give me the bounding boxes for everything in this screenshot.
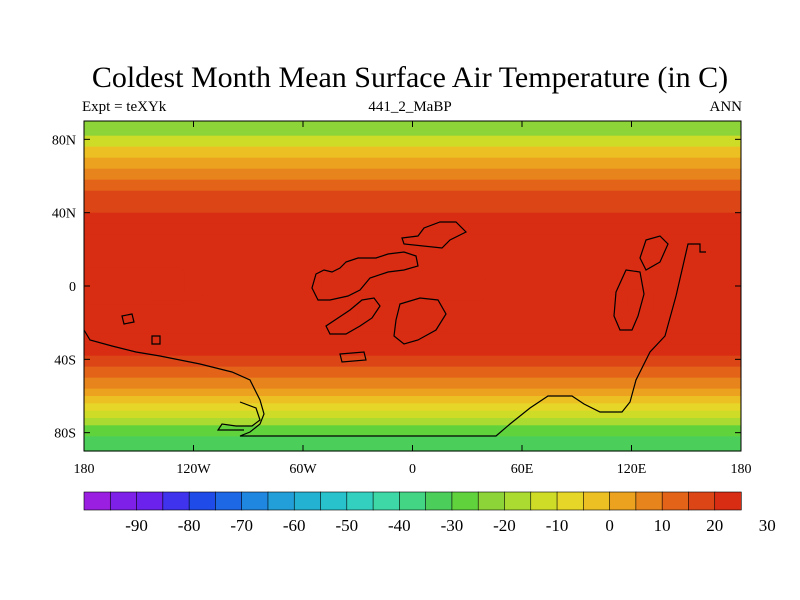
colorbar-label: 20: [706, 516, 723, 535]
temperature-band-13: [84, 333, 741, 346]
axis-ticks: 180 120W 60W 0 60E 120E 180 80N 40N 0 40S 80S: [52, 121, 752, 477]
colorbar-swatch-3: [162, 491, 190, 511]
period-label: 441_2_MaBP: [368, 99, 452, 115]
experiment-label: Expt = teXYk: [82, 99, 167, 115]
colorbar-label: -40: [388, 516, 411, 535]
colorbar-swatch-2: [136, 491, 164, 511]
temperature-band-10: [84, 234, 741, 254]
temperature-band-6: [84, 190, 741, 203]
temperature-band-0: [84, 121, 741, 137]
temperature-band-4: [84, 168, 741, 181]
temperature-band-7: [84, 201, 741, 214]
colorbar-label: -30: [441, 516, 464, 535]
x-tick-label: 60W: [289, 462, 317, 477]
warm-region-6: [627, 289, 654, 314]
coastline-island-i: [151, 335, 161, 345]
colorbar-swatch-8: [293, 491, 322, 511]
temperature-band-18: [84, 388, 741, 397]
colorbar-label: -10: [546, 516, 569, 535]
season-label: ANN: [709, 99, 743, 115]
x-tick-label: 120E: [617, 462, 647, 477]
temperature-band-24: [84, 436, 741, 452]
colorbar-label: 30: [759, 516, 776, 535]
x-tick-label: 180: [731, 462, 752, 477]
coastline-continent-c: [325, 297, 381, 335]
colorbar-label: -90: [125, 516, 148, 535]
colorbar-label: -20: [493, 516, 516, 535]
colorbar-swatch-1: [109, 491, 138, 511]
colorbar-swatch-20: [609, 491, 637, 511]
temperature-band-21: [84, 410, 741, 419]
temperature-band-8: [84, 212, 741, 225]
colorbar-swatch-14: [451, 491, 479, 511]
x-tick-label: 180: [74, 462, 95, 477]
temperature-band-3: [84, 157, 741, 170]
colorbar-swatch-23: [688, 491, 716, 511]
temperature-band-15: [84, 355, 741, 368]
colorbar-swatch-12: [399, 491, 427, 511]
y-tick-label: 0: [69, 280, 76, 295]
colorbar-swatch-10: [346, 491, 374, 511]
temperature-band-20: [84, 403, 741, 412]
temperature-band-14: [84, 344, 741, 357]
temperature-band-19: [84, 396, 741, 404]
y-tick-label: 80N: [52, 133, 76, 148]
colorbar: -90-80-70-60-50-40-30-20-1001020304050: [83, 491, 776, 535]
x-tick-label: 120W: [176, 462, 211, 477]
colorbar-swatch-13: [425, 491, 453, 511]
temperature-band-1: [84, 135, 741, 148]
y-tick-label: 80S: [54, 427, 76, 442]
coastline-island-e: [339, 351, 367, 363]
x-tick-label: 60E: [511, 462, 534, 477]
colorbar-swatch-7: [267, 491, 295, 511]
temperature-band-9: [84, 223, 741, 236]
temperature-band-5: [84, 179, 741, 192]
temperature-band-23: [84, 425, 741, 437]
colorbar-swatch-24: [714, 491, 742, 511]
y-tick-label: 40S: [54, 353, 76, 368]
coastline-island-h: [121, 313, 135, 325]
colorbar-label: -60: [283, 516, 306, 535]
colorbar-swatch-11: [372, 491, 400, 511]
coastline-continent-f: [613, 269, 645, 331]
temperature-band-16: [84, 366, 741, 379]
temperature-band-17: [84, 377, 741, 390]
coastline-antarctica: [83, 243, 706, 437]
coastline-outlines: [83, 221, 706, 437]
colorbar-swatch-17: [530, 491, 558, 511]
warm-region-4: [357, 308, 449, 332]
coastline-continent-a: [401, 221, 468, 249]
colorbar-label: -50: [335, 516, 358, 535]
colorbar-swatch-15: [477, 491, 506, 511]
colorbar-swatch-0: [83, 491, 111, 511]
colorbar-swatch-5: [215, 491, 243, 511]
coastline-continent-b: [311, 251, 419, 301]
temperature-field: [84, 121, 741, 452]
temperature-band-2: [84, 146, 741, 159]
colorbar-label: -80: [178, 516, 201, 535]
colorbar-swatch-6: [241, 491, 269, 511]
warm-region-5: [649, 253, 741, 308]
chart-title: Coldest Month Mean Surface Air Temperatu…: [91, 61, 729, 94]
colorbar-swatch-19: [583, 491, 611, 511]
coastline-continent-d: [393, 297, 447, 345]
colorbar-swatch-16: [504, 491, 532, 511]
warm-region-1: [147, 291, 203, 301]
colorbar-swatch-21: [635, 491, 663, 511]
temperature-band-22: [84, 418, 741, 426]
colorbar-swatch-9: [320, 491, 348, 511]
colorbar-label: 0: [605, 516, 614, 535]
colorbar-label: -70: [230, 516, 253, 535]
colorbar-swatch-22: [661, 491, 690, 511]
colorbar-swatch-18: [556, 491, 584, 511]
y-tick-label: 40N: [52, 207, 76, 222]
coastline-antarctic-peninsula: [216, 401, 261, 431]
warm-region-3: [376, 275, 486, 301]
x-tick-label: 0: [409, 462, 416, 477]
colorbar-swatch-4: [188, 491, 216, 511]
coastline-continent-g: [639, 235, 669, 271]
colorbar-label: 10: [654, 516, 671, 535]
